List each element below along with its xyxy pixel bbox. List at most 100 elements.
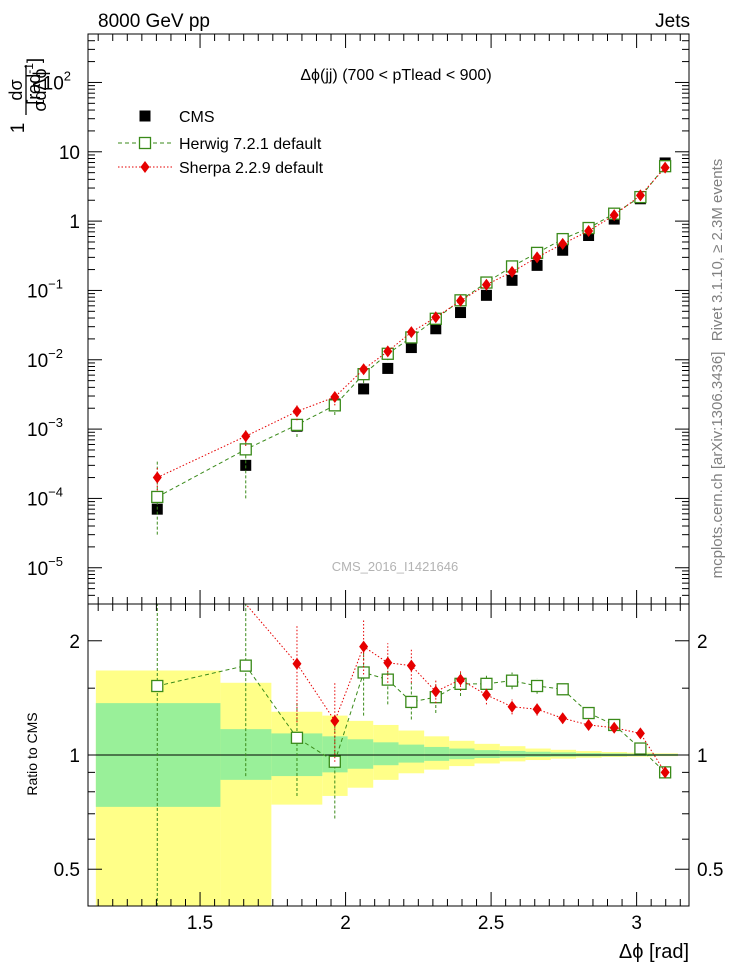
cms-main-point <box>506 274 518 286</box>
herwig-ratio-point <box>480 677 493 690</box>
ratio-y-tick-label-right: 1 <box>697 746 708 767</box>
sherpa-legend-marker <box>140 161 150 173</box>
ratio-outer-uncertainty-band <box>220 682 272 906</box>
herwig-ratio-point <box>405 695 418 709</box>
sherpa-ratio-point <box>456 673 466 686</box>
sherpa-ratio-point <box>431 685 441 698</box>
herwig-ratio-point <box>239 659 252 672</box>
main-y-tick-mantissa: 10 <box>27 559 48 580</box>
sherpa-main-point <box>609 209 619 222</box>
main-y-tick-label: 1 <box>69 212 80 233</box>
cms-main-point <box>455 307 467 319</box>
ratio-inner-uncertainty-band <box>525 751 551 757</box>
herwig-ratio-point <box>357 666 370 679</box>
main-y-tick-label: 10−3 <box>27 415 63 441</box>
herwig-ratio-point <box>381 673 394 686</box>
y-label-one: 1 <box>8 123 29 134</box>
ratio-y-axis-label: Ratio to CMS <box>24 712 40 795</box>
sherpa-ratio-series <box>157 603 670 779</box>
sherpa-main-point <box>241 430 251 443</box>
herwig-ratio-point <box>582 706 595 720</box>
sherpa-ratio-point <box>292 657 302 670</box>
ratio-inner-uncertainty-band <box>449 748 475 760</box>
ratio-x-tick-label: 2 <box>340 913 351 934</box>
main-panel-content <box>151 157 672 535</box>
y-label-unit-group: [rad-1] <box>22 58 44 105</box>
herwig-ratio-point <box>151 679 164 693</box>
ratio-inner-uncertainty-band <box>474 750 500 758</box>
main-y-tick-label: 10 <box>59 143 80 164</box>
cms-main-point <box>531 259 543 271</box>
sherpa-main-point <box>584 225 594 238</box>
herwig-ratio-point <box>505 674 519 687</box>
sherpa-main-point <box>507 265 517 278</box>
ratio-y-tick-label-left: 0.5 <box>54 860 80 881</box>
sherpa-main-series <box>152 161 670 491</box>
ratio-y-tick-label-right: 2 <box>697 632 708 653</box>
sherpa-main-point <box>532 251 542 264</box>
sherpa-ratio-point <box>635 727 645 740</box>
main-y-tick-mantissa: 10 <box>27 281 48 302</box>
cms-legend-marker <box>139 110 151 122</box>
sherpa-main-point <box>152 471 162 484</box>
herwig-main-point <box>290 418 304 432</box>
main-y-tick-exponent: −2 <box>48 346 63 361</box>
main-y-tick-mantissa: 10 <box>59 143 80 164</box>
herwig-ratio-point <box>556 683 569 696</box>
sherpa-main-point <box>292 405 302 418</box>
herwig-main-point <box>239 443 252 456</box>
mcplots-citation-label: mcplots.cern.ch [arXiv:1306.3436] <box>709 352 726 579</box>
main-y-tick-exponent: −3 <box>48 415 63 430</box>
rivet-version-label: Rivet 3.1.10, ≥ 2.3M events <box>709 159 726 342</box>
main-y-tick-exponent: −1 <box>48 276 63 291</box>
main-y-tick-label: 10−1 <box>27 276 63 302</box>
herwig-main-point <box>151 490 164 504</box>
main-y-tick-mantissa: 10 <box>43 73 64 94</box>
main-y-tick-mantissa: 10 <box>27 420 48 441</box>
cms-main-point <box>240 459 252 471</box>
legend: CMS Herwig 7.2.1 default Sherpa 2.2.9 defa… <box>118 109 324 177</box>
ratio-x-tick-label: 3 <box>631 913 642 934</box>
y-label-denominator: σdΔϕ <box>30 68 50 111</box>
ratio-inner-uncertainty-band <box>398 744 425 763</box>
sherpa-ratio-point <box>406 659 416 672</box>
sherpa-main-point <box>383 345 393 358</box>
ratio-inner-uncertainty-band <box>499 750 526 758</box>
sherpa-main-point <box>456 294 466 307</box>
sherpa-main-point <box>635 189 645 202</box>
y-label-numerator: dσ <box>6 79 26 100</box>
main-y-tick-label: 10−4 <box>27 484 63 510</box>
cms-main-point <box>382 362 394 374</box>
ratio-y-tick-label-right: 0.5 <box>697 860 723 881</box>
ratio-y-tick-label-left: 1 <box>69 746 80 767</box>
cms-main-point <box>430 323 442 335</box>
cms-legend-label: CMS <box>179 109 215 126</box>
sherpa-ratio-point <box>507 700 517 713</box>
cms-main-point <box>557 244 569 256</box>
sherpa-ratio-point <box>359 640 369 653</box>
sherpa-ratio-point <box>330 714 340 727</box>
herwig-legend-marker <box>138 136 152 150</box>
header-right-label: Jets <box>655 11 690 32</box>
herwig-legend-label: Herwig 7.2.1 default <box>179 136 322 153</box>
sherpa-main-point <box>481 278 491 291</box>
sherpa-main-point <box>330 391 340 404</box>
sherpa-legend-label: Sherpa 2.2.9 default <box>179 160 324 177</box>
y-label-unit: [rad <box>24 74 44 105</box>
sherpa-main-line <box>157 167 666 479</box>
main-y-tick-mantissa: 10 <box>27 489 48 510</box>
ratio-panel-content <box>88 603 689 906</box>
sherpa-main-point <box>431 311 441 324</box>
cms-main-point <box>480 289 492 301</box>
main-y-tick-label: 102 <box>43 68 71 94</box>
header-left-label: 8000 GeV pp <box>98 11 210 32</box>
cms-main-point <box>358 383 370 395</box>
sherpa-main-point <box>359 363 369 376</box>
ratio-inner-uncertainty-band <box>373 742 399 766</box>
main-y-tick-exponent: −5 <box>48 554 63 569</box>
y-label-unit-close: ] <box>24 58 44 63</box>
main-y-tick-label: 10−2 <box>27 346 63 372</box>
sherpa-ratio-point <box>609 721 619 734</box>
